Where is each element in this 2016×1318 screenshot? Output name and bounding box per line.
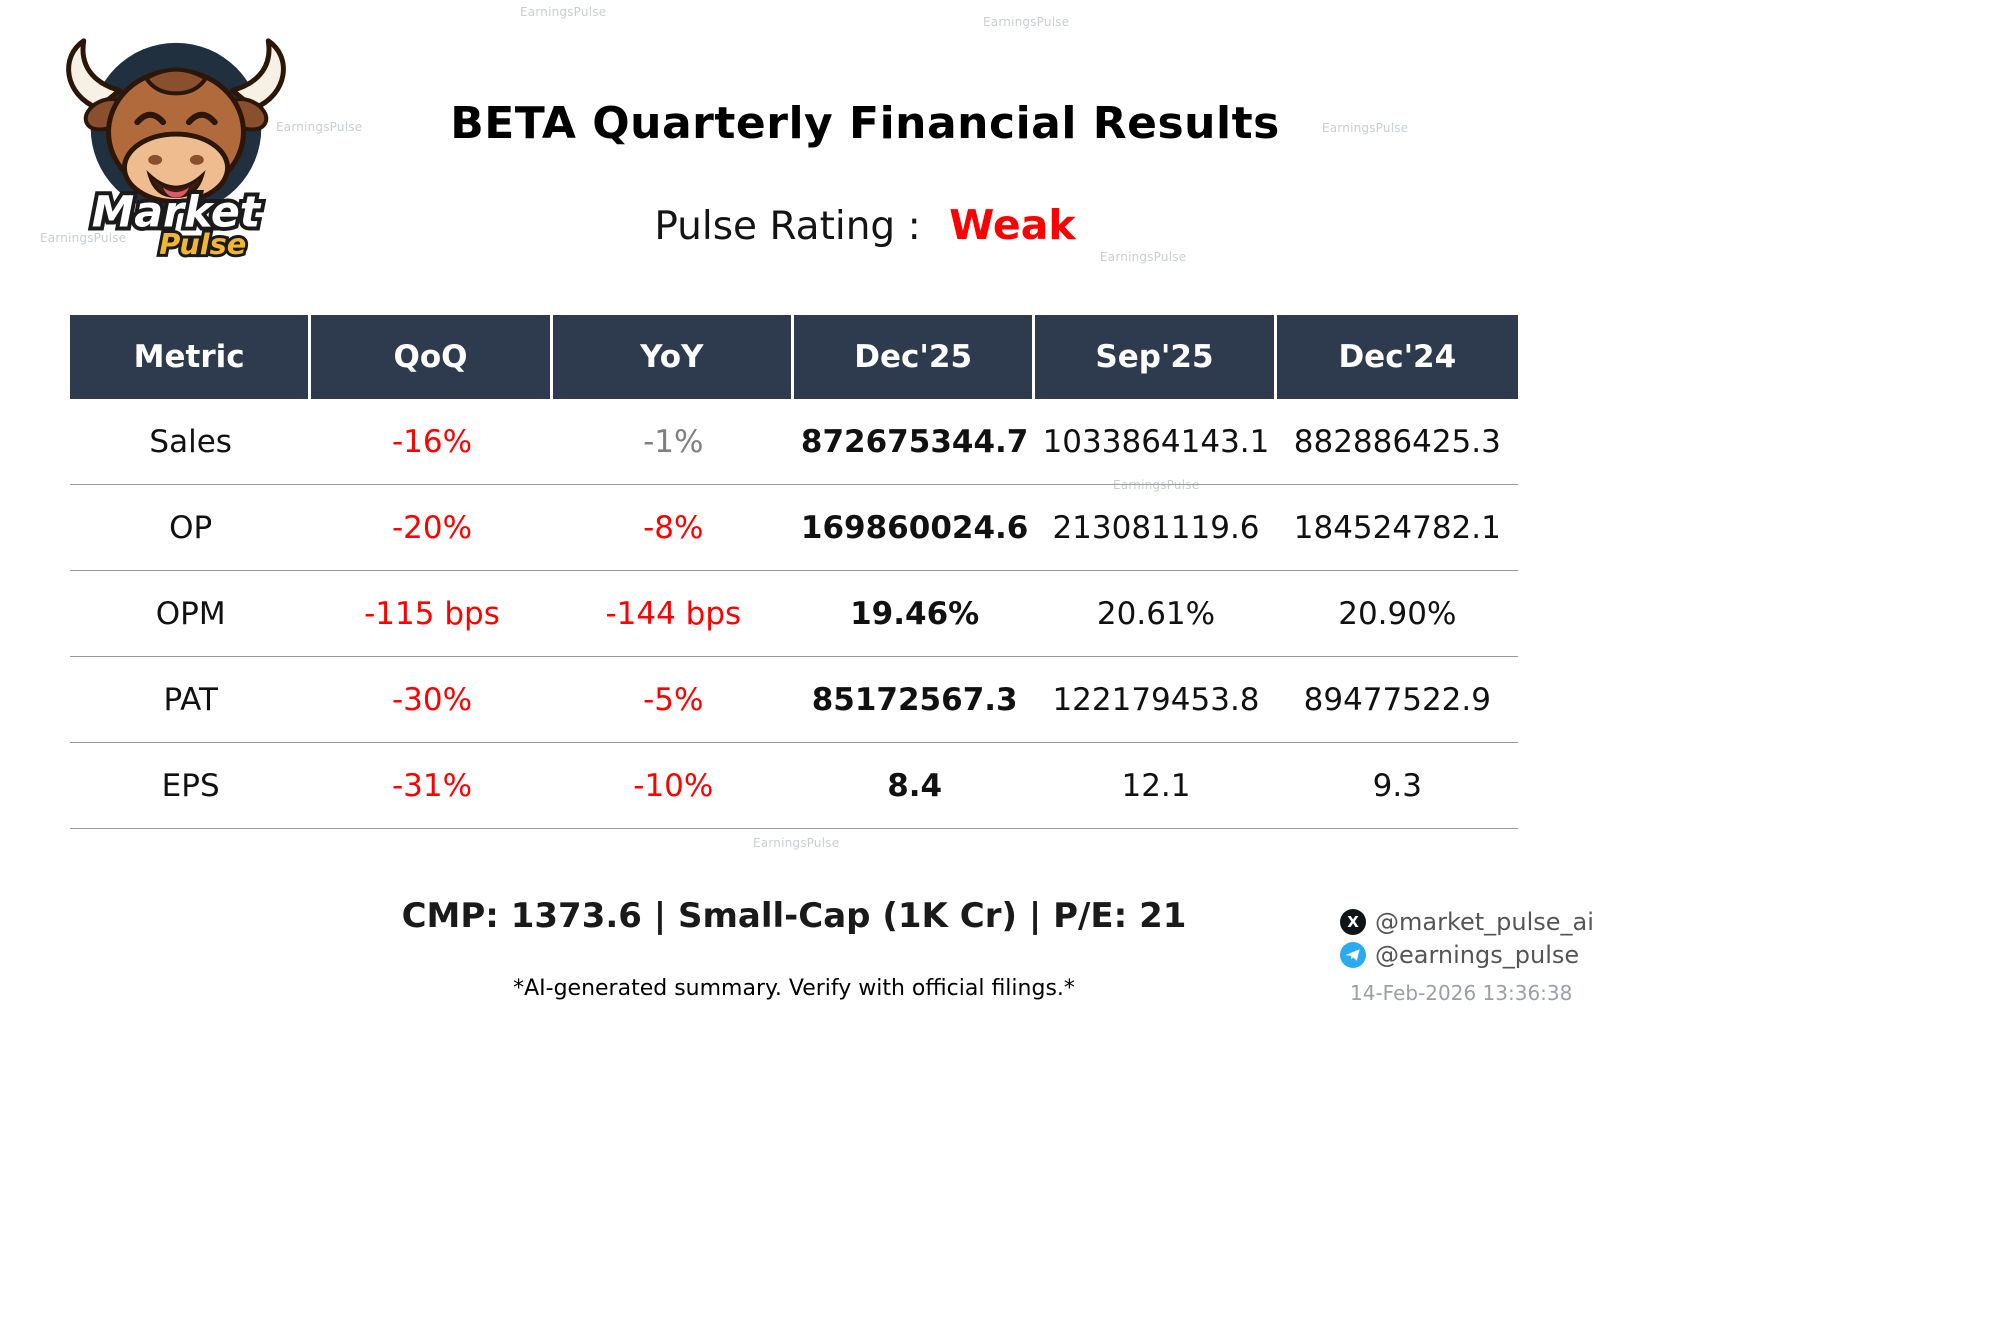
cell-dec25: 872675344.7 [800,423,1029,460]
brand-name-bottom: Pulse [159,227,246,260]
rating-label: Pulse Rating : [654,204,921,249]
table-row-opm: OPM -115 bps -144 bps 19.46% 20.61% 20.9… [70,571,1518,657]
cell-qoq: -31% [391,767,473,804]
cell-metric: OP [169,509,213,546]
rating-value: Weak [949,201,1076,249]
table-row-pat: PAT -30% -5% 85172567.3 122179453.8 8947… [70,657,1518,743]
cell-qoq: -20% [391,509,473,546]
header-cell-metric: Metric [70,315,312,399]
cell-sep25: 20.61% [1096,595,1216,632]
telegram-icon [1340,942,1366,968]
cell-sep25: 1033864143.1 [1042,423,1270,460]
table-header-row: Metric QoQ YoY Dec'25 Sep'25 Dec'24 [70,315,1518,399]
telegram-handle-row[interactable]: @earnings_pulse [1340,941,1594,969]
financial-table: Metric QoQ YoY Dec'25 Sep'25 Dec'24 Sale… [70,315,1518,829]
cell-dec24: 20.90% [1338,595,1457,632]
cell-qoq: -16% [391,423,473,460]
cell-metric: Sales [149,423,232,460]
watermark: EarningsPulse [1113,478,1200,492]
x-handle: @market_pulse_ai [1375,908,1594,936]
header-cell-sep25: Sep'25 [1035,315,1277,399]
cell-qoq: -115 bps [364,595,500,632]
bull-mascot-icon: Market Pulse [66,38,286,264]
timestamp: 14-Feb-2026 13:36:38 [1350,981,1573,1005]
brand-name-top: Market [92,187,262,237]
watermark: EarningsPulse [276,120,363,134]
cell-metric: PAT [163,681,218,718]
cell-dec24: 9.3 [1372,767,1422,804]
card-header: BETA Quarterly Financial Results Pulse R… [300,98,1430,249]
disclaimer-text: *AI-generated summary. Verify with offic… [513,976,1075,1001]
header-cell-yoy: YoY [552,315,794,399]
social-block: X @market_pulse_ai @earnings_pulse 14-Fe… [1340,908,1594,1005]
watermark: EarningsPulse [520,5,607,19]
cell-sep25: 12.1 [1121,767,1191,804]
cell-dec24: 184524782.1 [1293,509,1501,546]
cell-yoy: -8% [643,509,704,546]
cell-yoy: -10% [633,767,714,804]
brand-logo: Market Pulse [52,28,300,264]
cell-metric: OPM [155,595,226,632]
header-cell-dec24: Dec'24 [1276,315,1518,399]
table-row-op: OP -20% -8% 169860024.6 213081119.6 1845… [70,485,1518,571]
cell-sep25: 122179453.8 [1052,681,1260,718]
cell-yoy: -1% [643,423,704,460]
summary-line: CMP: 1373.6 | Small-Cap (1K Cr) | P/E: 2… [401,896,1187,936]
pulse-rating: Pulse Rating : Weak [300,201,1430,249]
x-icon: X [1340,909,1366,935]
cell-metric: EPS [161,767,220,804]
page-title: BETA Quarterly Financial Results [450,98,1280,149]
cell-yoy: -5% [643,681,704,718]
cell-dec25: 169860024.6 [800,509,1029,546]
telegram-handle: @earnings_pulse [1375,941,1580,969]
x-handle-row[interactable]: X @market_pulse_ai [1340,908,1594,936]
watermark: EarningsPulse [753,836,840,850]
cell-dec24: 89477522.9 [1303,681,1491,718]
cell-yoy: -144 bps [605,595,742,632]
cell-dec25: 19.46% [850,595,980,632]
cell-sep25: 213081119.6 [1052,509,1260,546]
cell-dec25: 8.4 [887,767,943,804]
header-cell-qoq: QoQ [311,315,553,399]
table-row-eps: EPS -31% -10% 8.4 12.1 9.3 [70,743,1518,829]
header-cell-dec25: Dec'25 [793,315,1036,399]
cell-dec24: 882886425.3 [1293,423,1501,460]
watermark: EarningsPulse [40,231,127,245]
watermark: EarningsPulse [983,15,1070,29]
watermark: EarningsPulse [1100,250,1187,264]
watermark: EarningsPulse [1322,121,1409,135]
cell-dec25: 85172567.3 [811,681,1018,718]
cell-qoq: -30% [391,681,473,718]
table-row-sales: Sales -16% -1% 872675344.7 1033864143.1 … [70,399,1518,485]
